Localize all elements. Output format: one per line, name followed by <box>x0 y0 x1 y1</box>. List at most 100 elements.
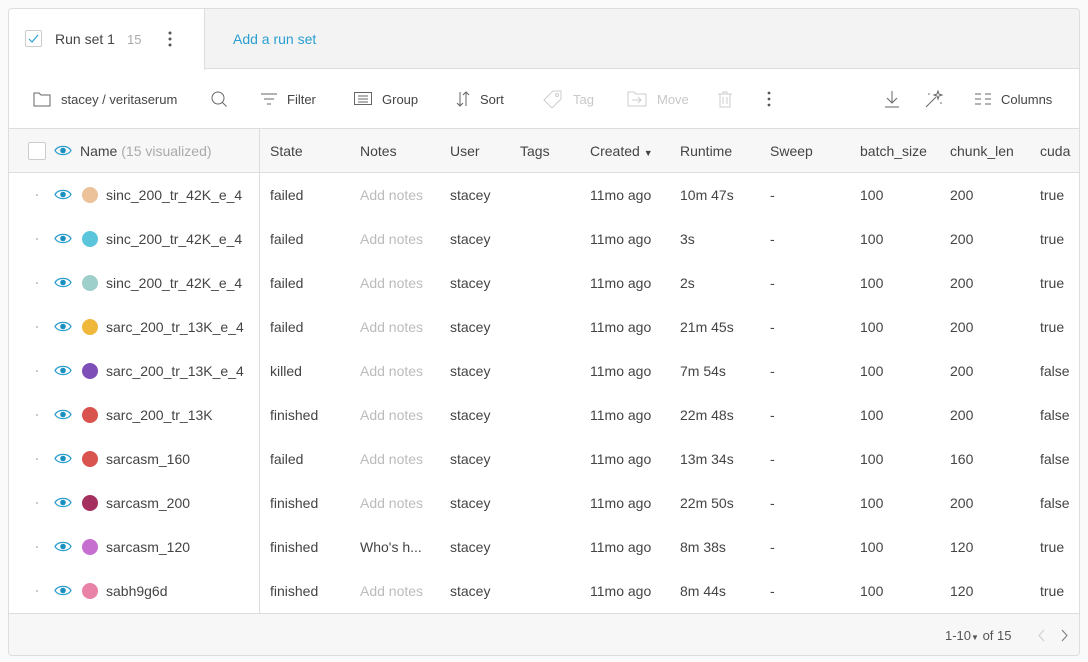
run-color-swatch[interactable] <box>82 231 98 247</box>
group-button[interactable]: Group <box>354 69 418 129</box>
column-header-runtime[interactable]: Runtime <box>680 143 733 159</box>
table-row[interactable]: sarcasm_160 failed Add notes stacey 11mo ago… <box>9 437 1079 481</box>
table-row[interactable]: sinc_200_tr_42K_e_4 failed Add notes stacey… <box>9 261 1079 305</box>
column-header-notes[interactable]: Notes <box>360 143 397 159</box>
eye-icon[interactable] <box>54 320 72 333</box>
run-notes[interactable]: Add notes <box>360 319 424 335</box>
column-header-batch-size[interactable]: batch_size <box>860 143 927 159</box>
run-runtime: 3s <box>680 231 695 247</box>
run-color-swatch[interactable] <box>82 187 98 203</box>
eye-icon[interactable] <box>54 584 72 597</box>
run-notes[interactable]: Add notes <box>360 407 424 423</box>
download-button[interactable] <box>884 69 900 129</box>
table-row[interactable]: sarc_200_tr_13K_e_4 failed Add notes stacey… <box>9 305 1079 349</box>
eye-icon[interactable] <box>54 144 72 157</box>
run-set-tabs: Run set 1 15 Add a run set <box>9 9 1079 70</box>
eye-icon[interactable] <box>54 364 72 377</box>
group-icon <box>354 92 372 105</box>
run-notes[interactable]: Add notes <box>360 451 424 467</box>
run-color-swatch[interactable] <box>82 363 98 379</box>
eye-icon[interactable] <box>54 408 72 421</box>
run-user: stacey <box>450 451 491 467</box>
column-header-state[interactable]: State <box>270 143 303 159</box>
eye-icon[interactable] <box>54 232 72 245</box>
run-name[interactable]: sarc_200_tr_13K <box>106 407 213 423</box>
more-actions-button[interactable] <box>766 69 772 129</box>
tag-button[interactable]: Tag <box>543 69 594 129</box>
column-header-created[interactable]: Created ▼ <box>590 129 653 175</box>
run-cuda: true <box>1040 187 1065 203</box>
tab-run-set-1[interactable]: Run set 1 15 <box>9 9 205 70</box>
column-header-tags[interactable]: Tags <box>520 143 550 159</box>
run-cuda: false <box>1040 407 1070 423</box>
run-name[interactable]: sarcasm_200 <box>106 495 191 511</box>
toolbar: stacey / veritaserum Filter Group Sort T… <box>9 69 1079 129</box>
run-name[interactable]: sarc_200_tr_13K_e_4 <box>106 319 244 335</box>
run-notes[interactable]: Add notes <box>360 583 424 599</box>
run-notes[interactable]: Who's h... <box>360 539 422 555</box>
run-color-swatch[interactable] <box>82 583 98 599</box>
project-path[interactable]: stacey / veritaserum <box>33 69 177 129</box>
run-color-swatch[interactable] <box>82 539 98 555</box>
eye-icon[interactable] <box>54 276 72 289</box>
run-notes[interactable]: Add notes <box>360 363 424 379</box>
run-notes[interactable]: Add notes <box>360 187 424 203</box>
table-row[interactable]: sinc_200_tr_42K_e_4 failed Add notes stacey… <box>9 173 1079 217</box>
run-runtime: 8m 44s <box>680 583 726 599</box>
table-row[interactable]: sabh9g6d finished Add notes stacey 11mo ago 8… <box>9 569 1079 613</box>
columns-button[interactable]: Columns <box>975 69 1052 129</box>
column-header-name[interactable]: Name (15 visualized) <box>80 129 212 173</box>
column-header-cuda[interactable]: cuda <box>1040 143 1071 159</box>
next-page-icon[interactable] <box>1061 629 1069 642</box>
run-created: 11mo ago <box>590 451 652 467</box>
eye-icon[interactable] <box>54 496 72 509</box>
run-chunk-len: 200 <box>950 275 974 291</box>
column-header-sweep[interactable]: Sweep <box>770 143 813 159</box>
table-row[interactable]: sarc_200_tr_13K finished Add notes stacey 11… <box>9 393 1079 437</box>
search-button[interactable] <box>210 69 228 129</box>
eye-icon[interactable] <box>54 188 72 201</box>
table-row[interactable]: sarc_200_tr_13K_e_4 killed Add notes stacey… <box>9 349 1079 393</box>
prev-page-icon[interactable] <box>1037 629 1045 642</box>
run-color-swatch[interactable] <box>82 495 98 511</box>
page-size-select[interactable]: 1-10▼ of 15 <box>945 628 1012 643</box>
run-color-swatch[interactable] <box>82 407 98 423</box>
more-vertical-icon[interactable] <box>167 30 173 48</box>
run-notes[interactable]: Add notes <box>360 231 424 247</box>
run-color-swatch[interactable] <box>82 275 98 291</box>
run-state: finished <box>270 539 319 555</box>
run-created: 11mo ago <box>590 319 652 335</box>
move-button[interactable]: Move <box>627 69 689 129</box>
magic-wand-button[interactable] <box>924 69 944 129</box>
run-name[interactable]: sabh9g6d <box>106 583 168 599</box>
run-set-checkbox[interactable] <box>25 30 42 47</box>
filter-button[interactable]: Filter <box>261 69 316 129</box>
table-row[interactable]: sarcasm_120 finished Who's h... stacey 11mo … <box>9 525 1079 569</box>
eye-icon[interactable] <box>54 540 72 553</box>
eye-icon[interactable] <box>54 452 72 465</box>
table-row[interactable]: sarcasm_200 finished Add notes stacey 11mo a… <box>9 481 1079 525</box>
delete-button[interactable] <box>718 69 732 129</box>
run-color-swatch[interactable] <box>82 451 98 467</box>
sort-desc-icon: ▼ <box>643 148 653 158</box>
expand-dot-icon <box>36 458 38 460</box>
add-run-set-link[interactable]: Add a run set <box>233 31 317 47</box>
column-header-user[interactable]: User <box>450 143 480 159</box>
column-header-chunk-len[interactable]: chunk_len <box>950 143 1014 159</box>
run-name[interactable]: sinc_200_tr_42K_e_4 <box>106 275 243 291</box>
run-sweep: - <box>770 187 775 203</box>
run-name[interactable]: sarcasm_160 <box>106 451 191 467</box>
run-name[interactable]: sinc_200_tr_42K_e_4 <box>106 231 243 247</box>
run-name[interactable]: sinc_200_tr_42K_e_4 <box>106 187 243 203</box>
select-all-checkbox[interactable] <box>28 142 46 160</box>
table-row[interactable]: sinc_200_tr_42K_e_4 failed Add notes stacey… <box>9 217 1079 261</box>
run-runtime: 2s <box>680 275 695 291</box>
run-chunk-len: 120 <box>950 583 974 599</box>
run-notes[interactable]: Add notes <box>360 275 424 291</box>
run-name[interactable]: sarc_200_tr_13K_e_4 <box>106 363 244 379</box>
run-notes[interactable]: Add notes <box>360 495 424 511</box>
run-name[interactable]: sarcasm_120 <box>106 539 191 555</box>
sort-button[interactable]: Sort <box>456 69 504 129</box>
run-color-swatch[interactable] <box>82 319 98 335</box>
run-chunk-len: 160 <box>950 451 974 467</box>
